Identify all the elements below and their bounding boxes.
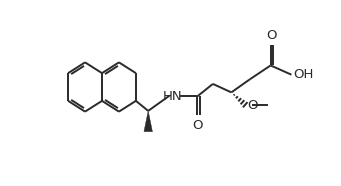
Text: HN: HN <box>163 90 183 103</box>
Text: O: O <box>247 99 257 112</box>
Polygon shape <box>144 111 152 132</box>
Text: OH: OH <box>293 68 313 81</box>
Text: O: O <box>267 29 277 42</box>
Text: O: O <box>192 118 203 132</box>
